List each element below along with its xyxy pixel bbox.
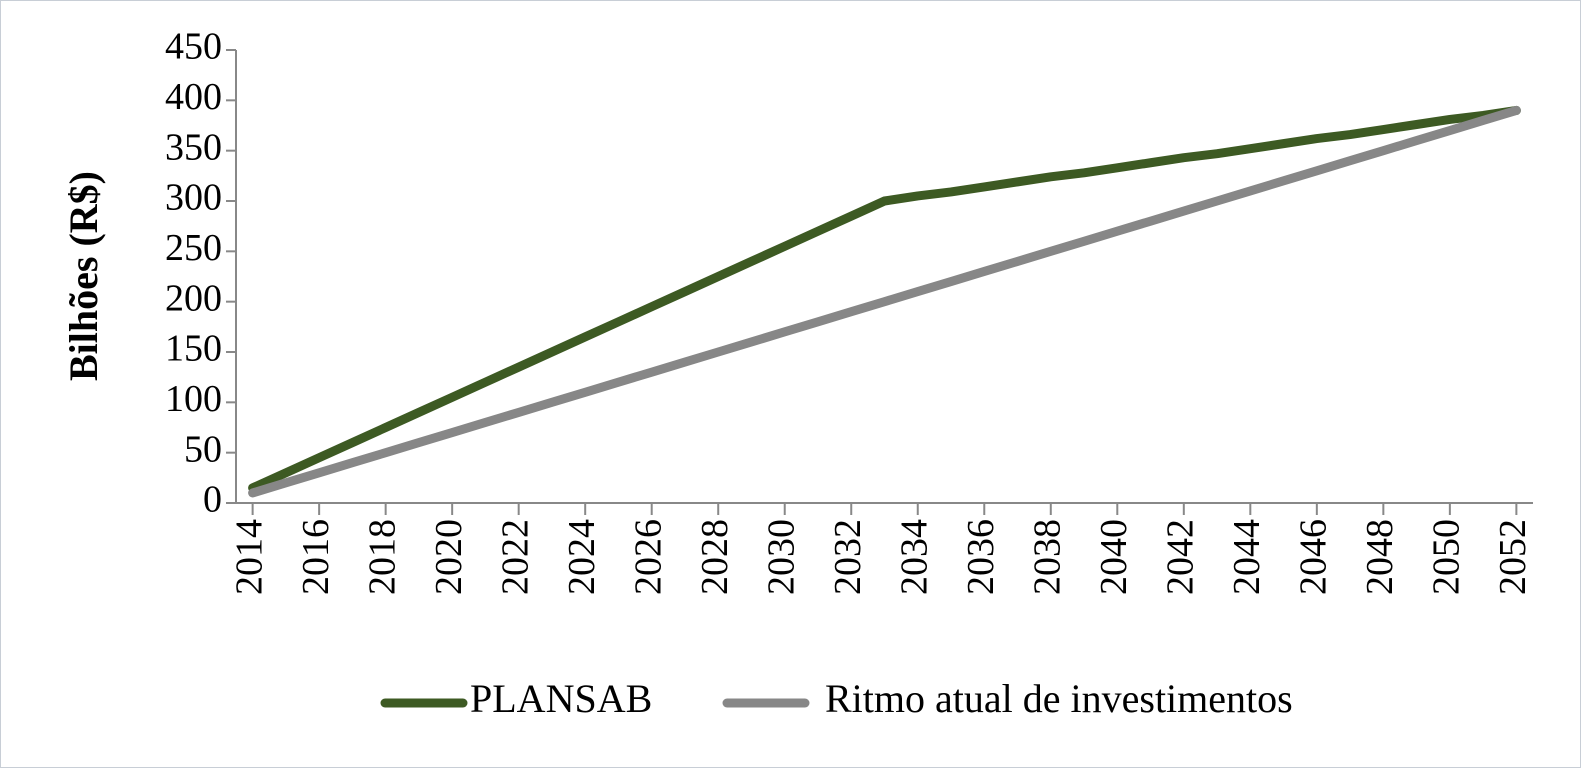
x-tick-label: 2030 (760, 519, 802, 595)
x-tick-label: 2022 (494, 519, 536, 595)
x-tick-label: 2048 (1359, 519, 1401, 595)
x-tick-label: 2044 (1226, 519, 1268, 595)
x-tick-label: 2014 (228, 519, 270, 595)
x-tick-label: 2032 (827, 519, 869, 595)
y-tick-label: 100 (165, 378, 222, 420)
y-tick-label: 0 (203, 479, 222, 521)
y-tick-label: 200 (165, 277, 222, 319)
y-tick-label: 300 (165, 177, 222, 219)
x-tick-label: 2052 (1492, 519, 1534, 595)
series-line (248, 105, 1521, 498)
y-tick-label: 250 (165, 227, 222, 269)
legend-label: PLANSAB (470, 676, 652, 721)
series-line (248, 105, 1521, 493)
x-tick-label: 2020 (428, 519, 470, 595)
y-axis-label: Bilhões (R$) (61, 171, 106, 381)
y-tick-label: 450 (165, 26, 222, 68)
x-tick-label: 2016 (295, 519, 337, 595)
x-tick-label: 2034 (893, 519, 935, 595)
x-tick-label: 2026 (627, 519, 669, 595)
y-tick-label: 400 (165, 76, 222, 118)
y-tick-label: 50 (184, 428, 222, 470)
x-tick-label: 2050 (1426, 519, 1468, 595)
x-tick-label: 2040 (1093, 519, 1135, 595)
x-tick-label: 2038 (1027, 519, 1069, 595)
y-tick-label: 350 (165, 126, 222, 168)
x-tick-label: 2018 (361, 519, 403, 595)
x-tick-label: 2036 (960, 519, 1002, 595)
x-tick-label: 2042 (1160, 519, 1202, 595)
legend-label: Ritmo atual de investimentos (825, 676, 1293, 721)
x-tick-label: 2024 (561, 519, 603, 595)
x-tick-label: 2046 (1293, 519, 1335, 595)
x-tick-label: 2028 (694, 519, 736, 595)
y-tick-label: 150 (165, 328, 222, 370)
